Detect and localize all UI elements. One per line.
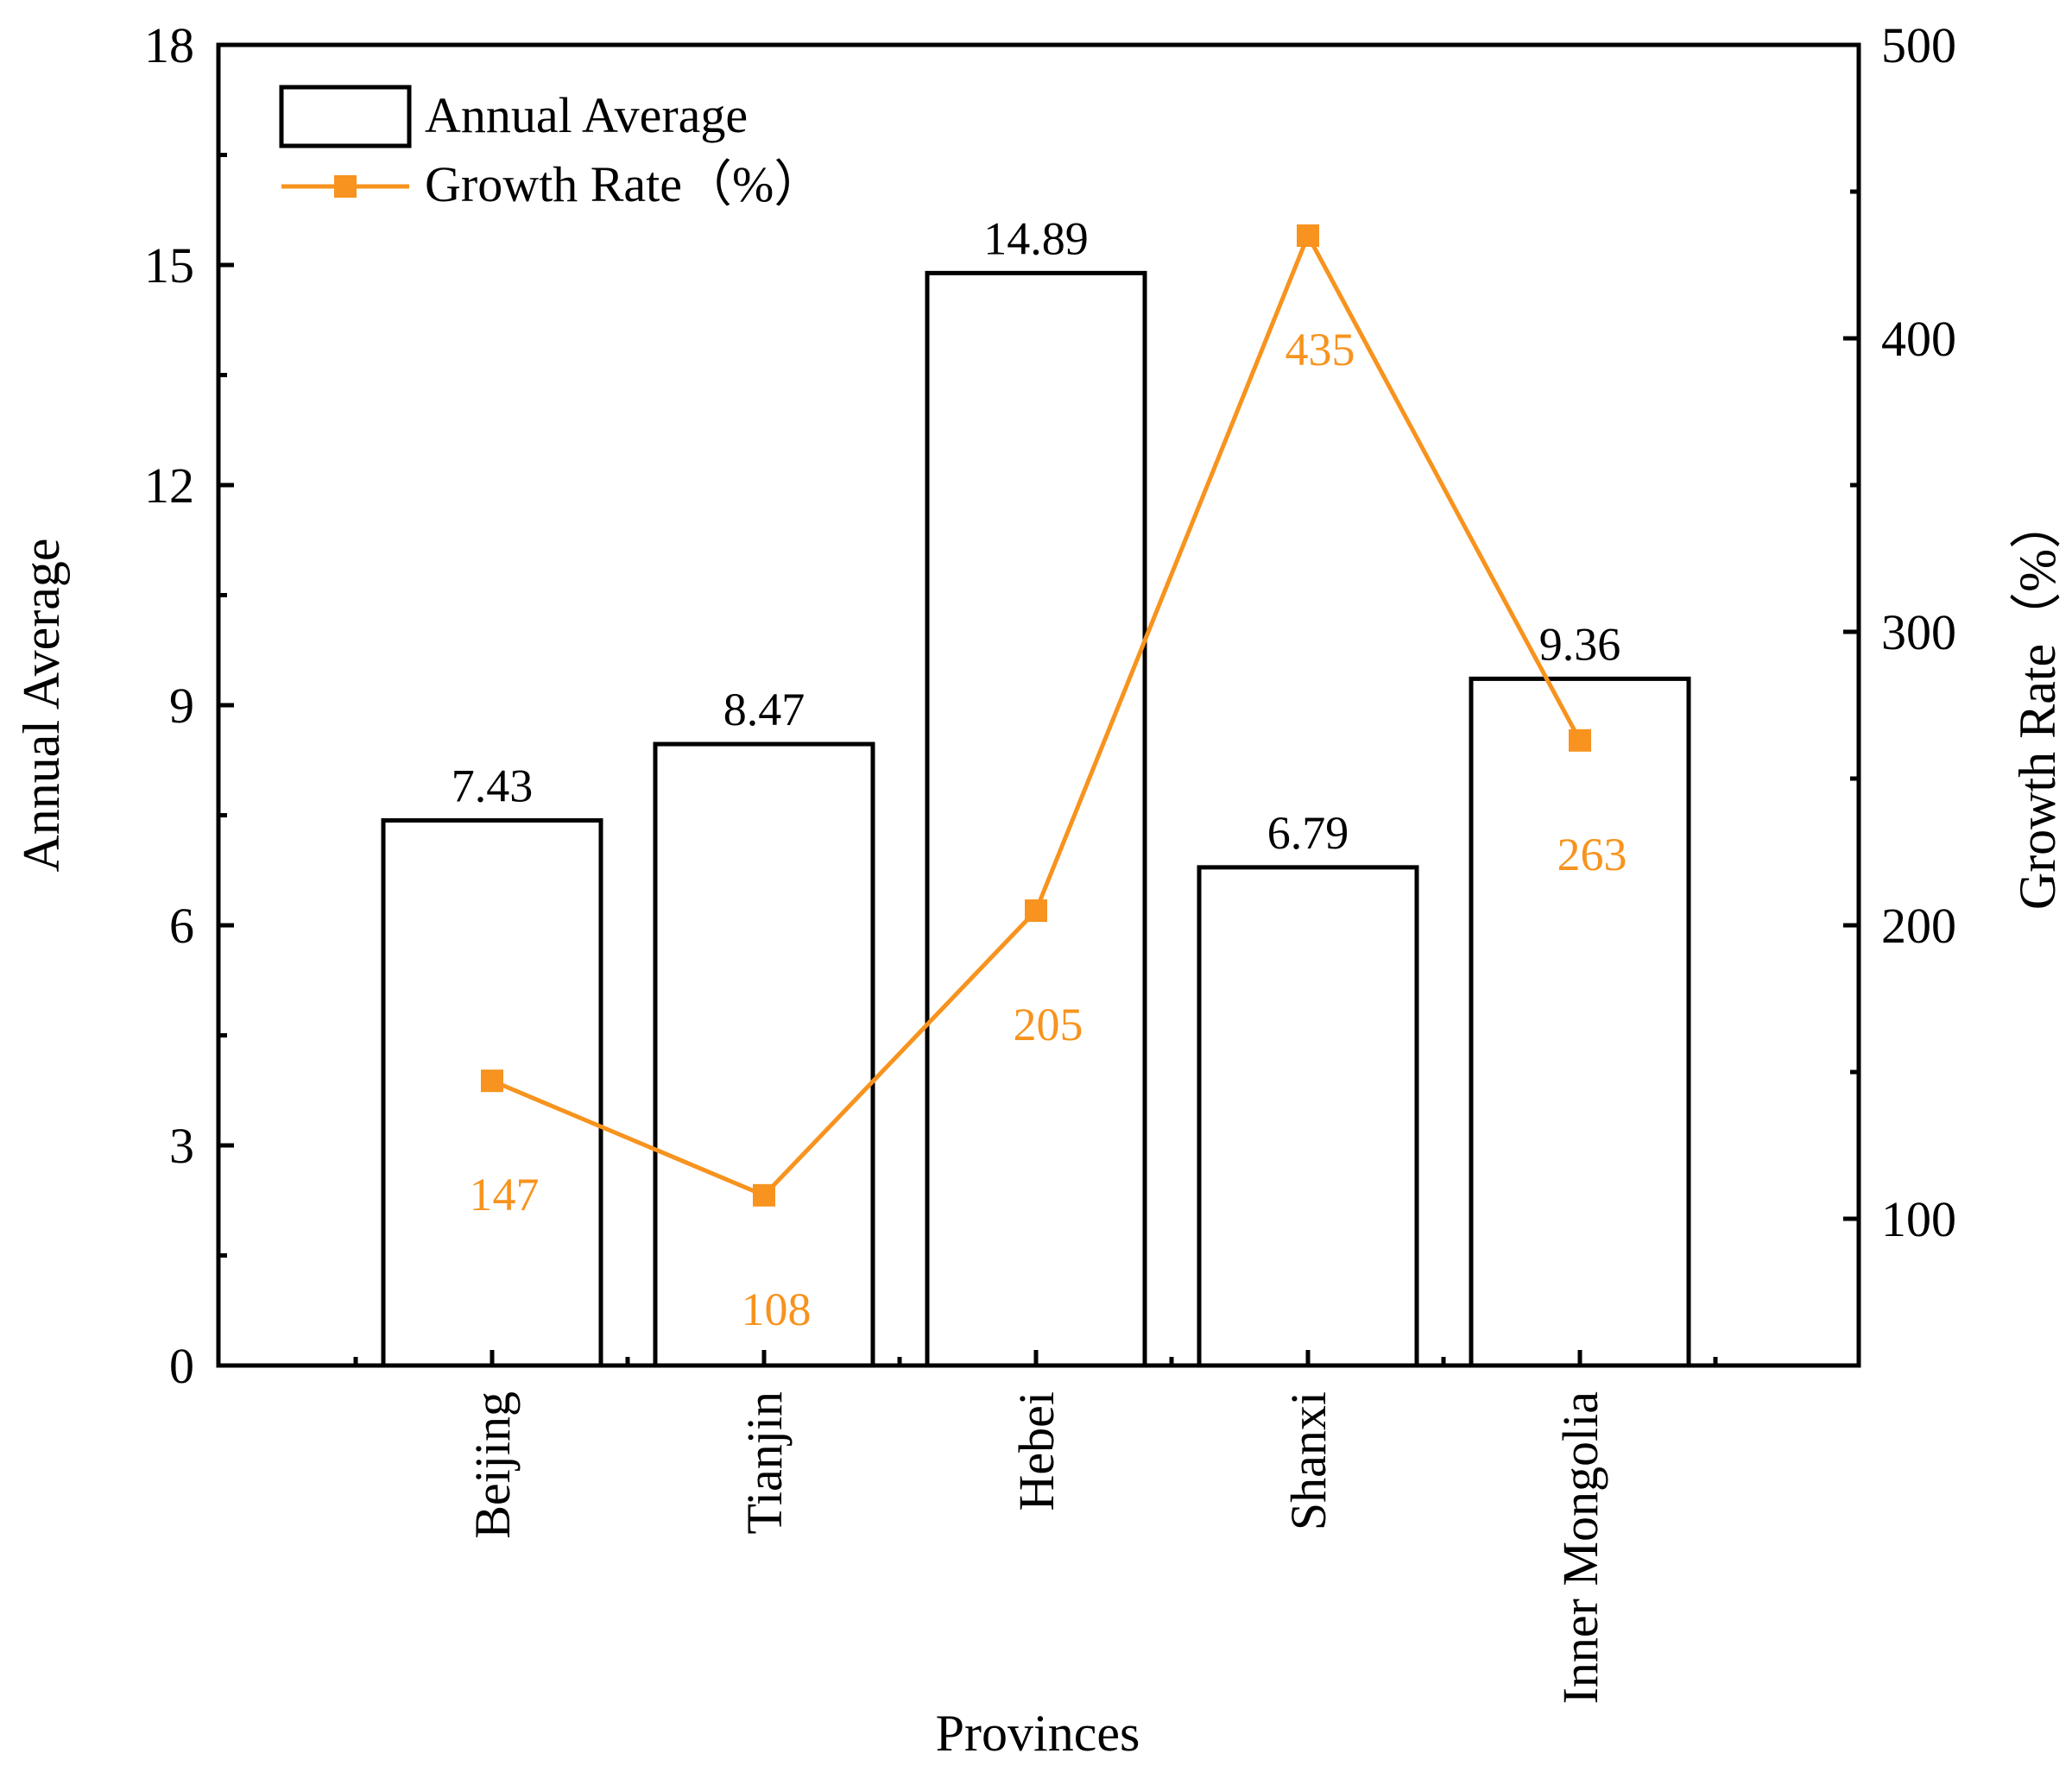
bar	[1469, 676, 1691, 1368]
right-tick-label: 400	[1881, 311, 1956, 367]
bar	[653, 741, 875, 1368]
left-tick-label: 15	[144, 237, 194, 293]
y-right-axis-title: Growth Rate（%）	[2009, 497, 2066, 910]
bar-value-label: 8.47	[723, 684, 805, 735]
x-category-label: Hebei	[1008, 1391, 1064, 1511]
growth-rate-value-label: 108	[742, 1284, 812, 1335]
x-category-label: Tianjin	[736, 1391, 793, 1534]
left-tick-label: 0	[169, 1338, 194, 1394]
growth-rate-point	[1569, 729, 1591, 752]
right-tick-label: 500	[1881, 17, 1956, 73]
legend-bar-swatch	[279, 85, 412, 148]
growth-rate-value-label: 263	[1557, 829, 1627, 880]
right-tick-label: 200	[1881, 898, 1956, 954]
x-category-label: Shanxi	[1280, 1391, 1336, 1530]
growth-rate-value-label: 205	[1014, 999, 1083, 1050]
growth-rate-point	[481, 1069, 503, 1093]
legend-line-marker	[334, 175, 357, 198]
growth-rate-point	[753, 1183, 775, 1207]
bar	[925, 270, 1147, 1368]
bar	[1197, 865, 1419, 1368]
y-left-axis-title: Annual Average	[13, 538, 70, 872]
bars-layer: 7.43 8.47 14.89 6.79 9.36	[381, 212, 1691, 1368]
left-tick-label: 3	[169, 1118, 194, 1174]
right-axis-ticks: 100 200 300 400 500	[1843, 17, 1956, 1247]
growth-rate-value-label: 435	[1286, 324, 1355, 375]
x-category-label: Inner Mongolia	[1552, 1391, 1608, 1704]
legend-label-growth-rate: Growth Rate（%）	[425, 156, 824, 212]
left-tick-label: 12	[144, 457, 194, 514]
right-tick-label: 300	[1881, 604, 1956, 660]
growth-rate-point	[1025, 899, 1047, 922]
left-tick-label: 9	[169, 678, 194, 734]
left-tick-label: 6	[169, 898, 194, 954]
legend: Annual Average Growth Rate（%）	[279, 85, 824, 212]
x-axis-title: Provinces	[936, 1705, 1140, 1762]
bar-value-label: 7.43	[452, 760, 534, 811]
bar	[381, 817, 603, 1368]
line-layer: 147 108 205 435 263	[470, 224, 1627, 1335]
growth-rate-value-label: 147	[470, 1169, 540, 1220]
bar-value-label: 6.79	[1267, 807, 1349, 859]
x-category-label: Beijing	[464, 1391, 521, 1539]
left-tick-label: 18	[144, 17, 194, 73]
left-axis-ticks: 0 3 6 9 12 15 18	[144, 17, 234, 1394]
right-tick-label: 100	[1881, 1191, 1956, 1247]
bar-value-label: 9.36	[1539, 618, 1621, 670]
x-axis-ticks: Beijing Tianjin Hebei Shanxi Inner Mongolia	[353, 1350, 1718, 1704]
growth-rate-point	[1297, 224, 1319, 247]
bar-value-label: 14.89	[983, 212, 1089, 264]
legend-label-annual-average: Annual Average	[425, 87, 748, 143]
